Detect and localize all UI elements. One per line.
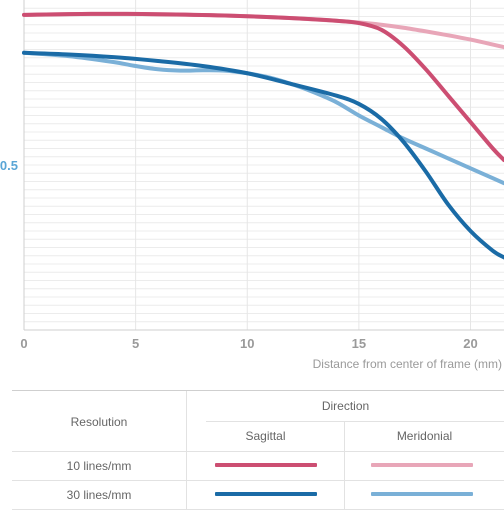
- x-tick-label: 5: [132, 336, 139, 351]
- x-tick-label: 20: [463, 336, 477, 351]
- legend-swatch-sagittal-30: [215, 492, 317, 496]
- table-divider: [186, 391, 187, 509]
- legend-swatch-meridional-10: [371, 463, 473, 467]
- x-tick-label: 0: [20, 336, 27, 351]
- resolution-header: Resolution: [70, 415, 128, 429]
- legend-table: Resolution Direction Sagittal Meridonial…: [12, 390, 504, 510]
- series-line-s10: [22, 11, 504, 163]
- series-line-m30: [22, 50, 504, 186]
- row-label-30: 30 lines/mm: [66, 488, 132, 502]
- x-axis-label: Distance from center of frame (mm): [313, 357, 502, 371]
- table-divider: [344, 422, 345, 509]
- legend-swatch-sagittal-10: [215, 463, 317, 467]
- chart-grid: [24, 0, 504, 330]
- row-label-10: 10 lines/mm: [66, 459, 132, 473]
- table-divider: [206, 421, 504, 422]
- chart-series: [22, 11, 504, 260]
- x-tick-label: 10: [240, 336, 254, 351]
- legend-swatch-meridional-30: [371, 492, 473, 496]
- chart-axes: [23, 0, 504, 331]
- table-divider: [12, 451, 504, 452]
- table-divider: [12, 480, 504, 481]
- meridional-header: Meridonial: [396, 429, 453, 443]
- series-line-s30: [22, 50, 504, 260]
- x-tick-label: 15: [352, 336, 366, 351]
- mtf-chart: 0 5 10 15 20 0.5 Distance from center of fram…: [0, 0, 504, 371]
- sagittal-header: Sagittal: [245, 429, 286, 443]
- chart-ticks: 0 5 10 15 20 0.5: [0, 158, 478, 351]
- y-tick-label: 0.5: [0, 158, 18, 173]
- table-top-border: [12, 390, 504, 391]
- direction-header: Direction: [321, 399, 370, 413]
